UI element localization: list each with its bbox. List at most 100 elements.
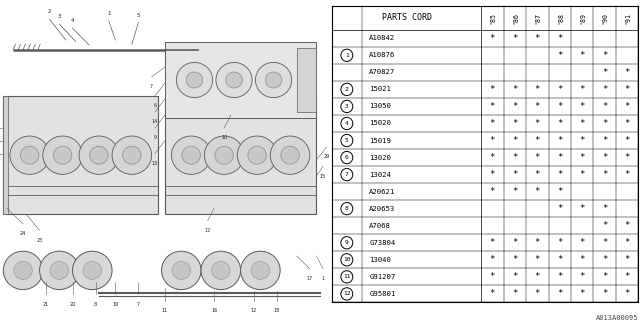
Text: 23: 23 [36, 237, 43, 243]
Circle shape [182, 146, 200, 164]
Text: *: * [580, 255, 585, 264]
Circle shape [10, 136, 49, 174]
Circle shape [83, 261, 102, 279]
Text: *: * [534, 170, 540, 179]
Circle shape [241, 251, 280, 290]
FancyBboxPatch shape [165, 42, 316, 118]
Text: *: * [557, 255, 563, 264]
Text: *: * [580, 102, 585, 111]
Text: 15: 15 [320, 173, 326, 179]
Bar [3, 96, 8, 214]
Text: 7: 7 [137, 301, 140, 307]
Text: 12: 12 [343, 292, 351, 296]
Text: 15020: 15020 [369, 120, 391, 126]
Circle shape [201, 251, 241, 290]
Text: 9: 9 [345, 240, 349, 245]
Text: 19: 19 [112, 301, 118, 307]
Text: *: * [602, 153, 607, 162]
Circle shape [216, 62, 252, 98]
Text: *: * [557, 51, 563, 60]
Circle shape [341, 151, 353, 164]
Text: *: * [625, 68, 630, 77]
Text: *: * [490, 102, 495, 111]
Circle shape [215, 146, 234, 164]
Text: *: * [580, 136, 585, 145]
Text: *: * [534, 85, 540, 94]
Text: *: * [580, 153, 585, 162]
Text: *: * [580, 289, 585, 298]
Text: 10: 10 [343, 257, 351, 262]
Circle shape [50, 261, 68, 279]
Text: *: * [557, 187, 563, 196]
Circle shape [72, 251, 112, 290]
Circle shape [255, 62, 292, 98]
Text: *: * [580, 272, 585, 281]
Circle shape [266, 72, 282, 88]
Text: *: * [602, 238, 607, 247]
Text: 15021: 15021 [369, 86, 391, 92]
Text: *: * [625, 272, 630, 281]
Text: *: * [557, 204, 563, 213]
Text: *: * [490, 34, 495, 43]
Text: 18: 18 [274, 308, 280, 313]
Text: *: * [534, 238, 540, 247]
Text: 29: 29 [323, 154, 330, 159]
Text: *: * [580, 51, 585, 60]
Text: *: * [602, 119, 607, 128]
Circle shape [79, 136, 118, 174]
Text: *: * [557, 119, 563, 128]
Text: *: * [602, 68, 607, 77]
Text: 3: 3 [345, 104, 349, 109]
Text: *: * [580, 238, 585, 247]
Text: *: * [534, 119, 540, 128]
Text: 8: 8 [345, 206, 349, 211]
Text: *: * [490, 272, 495, 281]
Text: '85: '85 [490, 12, 495, 24]
Text: 10: 10 [221, 135, 227, 140]
Text: 1: 1 [345, 53, 349, 58]
Circle shape [341, 49, 353, 61]
Text: 8: 8 [94, 301, 97, 307]
Text: *: * [512, 272, 518, 281]
Text: *: * [512, 289, 518, 298]
Text: A7068: A7068 [369, 223, 391, 229]
Circle shape [172, 136, 211, 174]
Text: *: * [512, 119, 518, 128]
Circle shape [186, 72, 203, 88]
Circle shape [341, 134, 353, 147]
Text: *: * [490, 255, 495, 264]
Circle shape [161, 251, 201, 290]
Circle shape [204, 136, 244, 174]
Text: G91207: G91207 [369, 274, 396, 280]
Text: *: * [602, 272, 607, 281]
Text: 6: 6 [345, 155, 349, 160]
Text: 13024: 13024 [369, 172, 391, 178]
Circle shape [341, 271, 353, 283]
Text: *: * [490, 85, 495, 94]
Circle shape [341, 117, 353, 130]
Text: 4: 4 [71, 18, 74, 23]
Text: *: * [625, 102, 630, 111]
Text: *: * [580, 170, 585, 179]
Text: *: * [625, 85, 630, 94]
Circle shape [341, 236, 353, 249]
Text: 14: 14 [152, 119, 158, 124]
Circle shape [14, 261, 32, 279]
Text: *: * [512, 255, 518, 264]
Text: *: * [534, 34, 540, 43]
Text: 7: 7 [345, 172, 349, 177]
Text: 2: 2 [345, 87, 349, 92]
Text: *: * [490, 170, 495, 179]
Circle shape [112, 136, 152, 174]
Text: *: * [490, 238, 495, 247]
Text: *: * [512, 153, 518, 162]
Text: *: * [534, 153, 540, 162]
Text: *: * [625, 255, 630, 264]
Text: *: * [490, 187, 495, 196]
Text: *: * [512, 238, 518, 247]
Text: *: * [602, 289, 607, 298]
Text: *: * [512, 187, 518, 196]
Text: 2: 2 [48, 9, 51, 14]
Circle shape [341, 83, 353, 96]
Text: A10842: A10842 [369, 35, 396, 41]
